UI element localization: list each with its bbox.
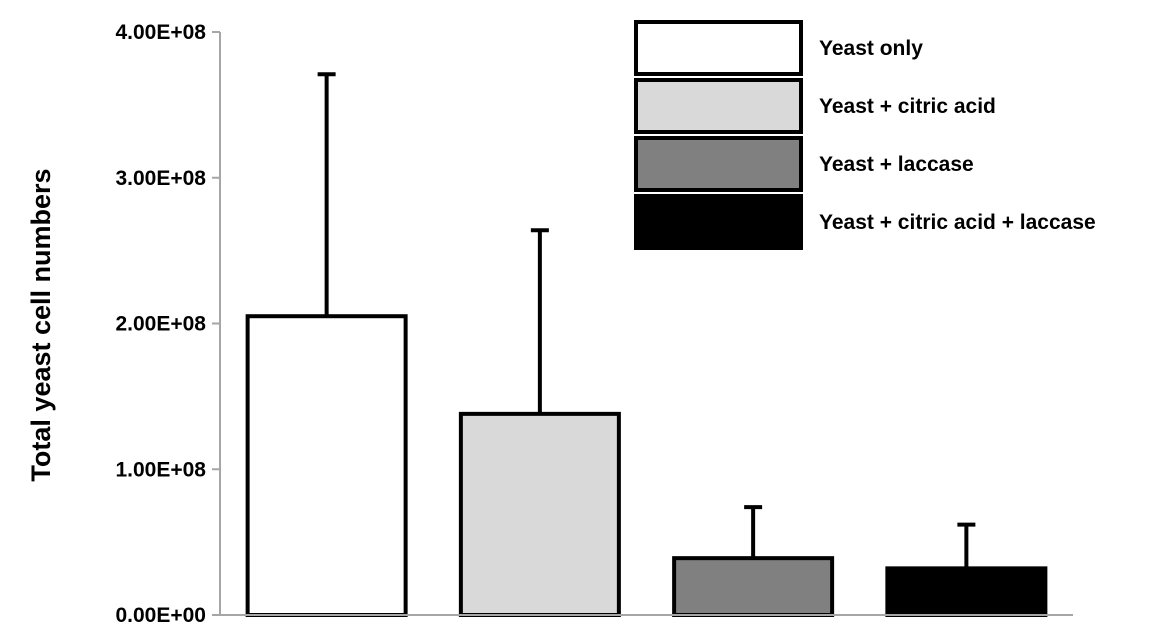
- legend-label: Yeast only: [819, 37, 923, 60]
- legend-swatch: [634, 20, 803, 76]
- legend-label: Yeast + citric acid + laccase: [819, 211, 1096, 234]
- bar: [458, 411, 621, 617]
- legend: Yeast only Yeast + citric acid Yeast + lac…: [634, 20, 1096, 250]
- y-tick-label: 0.00E+00: [115, 604, 206, 627]
- legend-swatch: [634, 194, 803, 250]
- y-tick-label: 3.00E+08: [115, 167, 206, 190]
- y-tick-label: 2.00E+08: [115, 313, 206, 336]
- y-tick-label: 1.00E+08: [115, 458, 206, 481]
- y-axis: 0.00E+00 1.00E+08 2.00E+08 3.00E+08 4.00E+08: [115, 21, 1073, 627]
- legend-swatch: [634, 78, 803, 134]
- legend-label: Yeast + laccase: [819, 153, 974, 176]
- y-axis-title: Total yeast cell numbers: [26, 168, 56, 481]
- bar: [885, 566, 1048, 617]
- legend-swatch: [634, 136, 803, 192]
- legend-label: Yeast + citric acid: [819, 95, 996, 118]
- bar: [245, 314, 408, 617]
- bar: [672, 556, 835, 617]
- y-tick-label: 4.00E+08: [115, 21, 206, 44]
